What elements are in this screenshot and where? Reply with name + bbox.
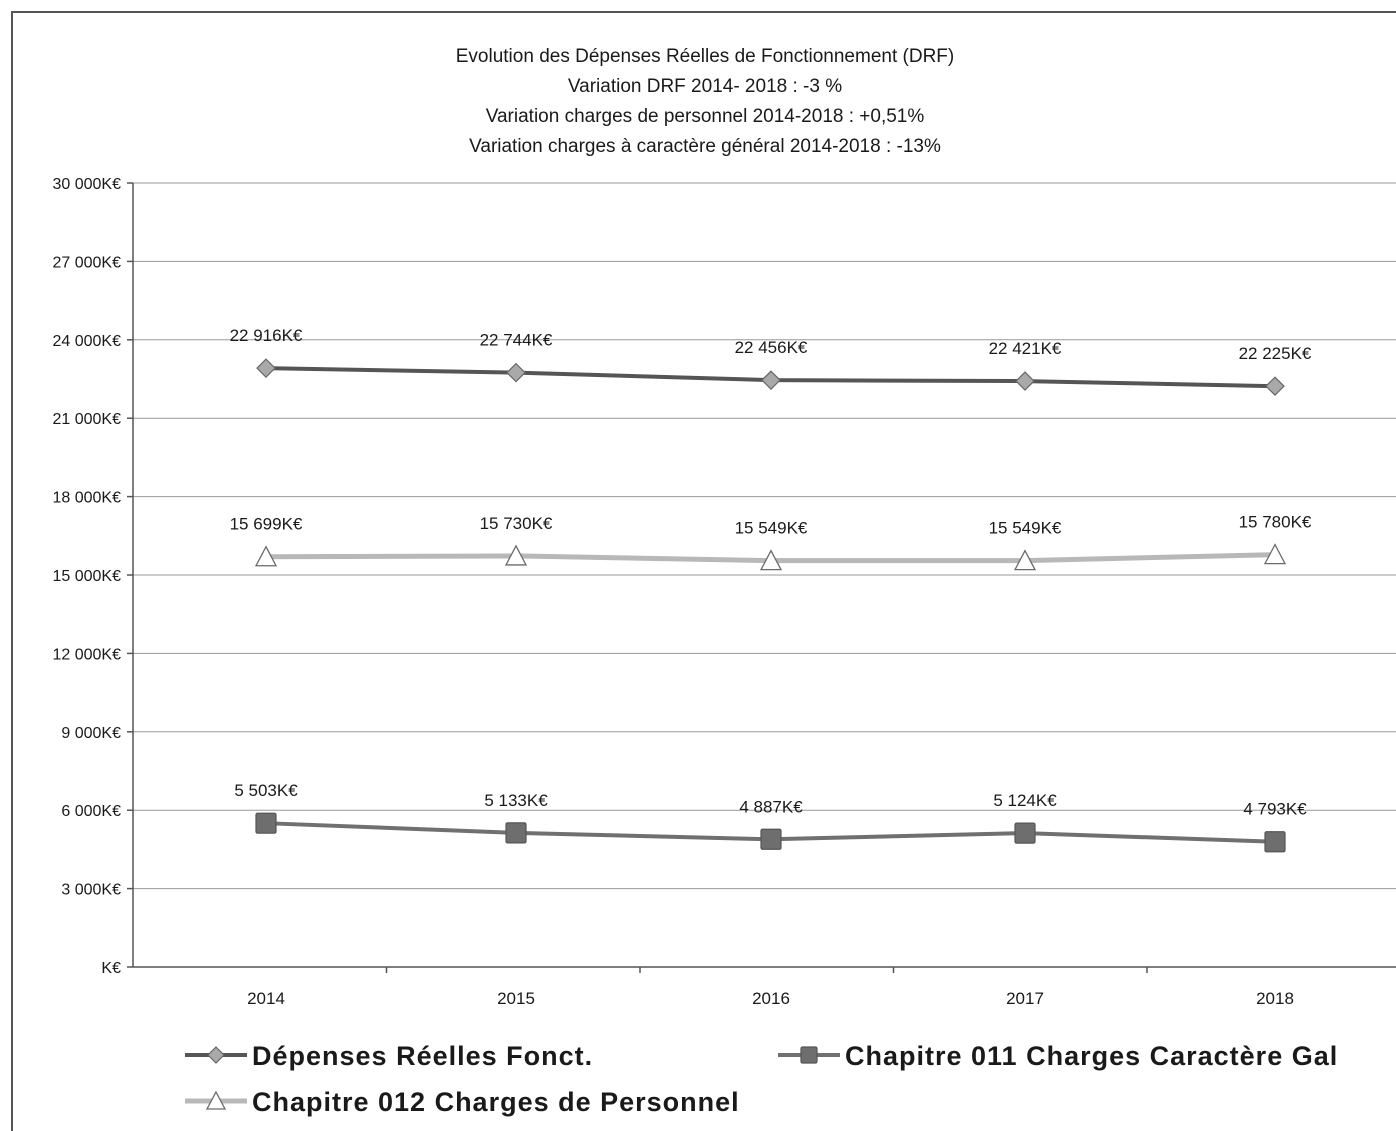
data-point-diamond xyxy=(1266,377,1284,395)
data-point-diamond xyxy=(257,359,275,377)
chart-title: Evolution des Dépenses Réelles de Foncti… xyxy=(456,46,954,157)
x-axis-ticks: 2014 2015 2016 2017 2018 xyxy=(247,967,1294,1008)
legend-label: Dépenses Réelles Fonct. xyxy=(252,1041,593,1071)
legend-item: Dépenses Réelles Fonct. xyxy=(185,1041,593,1071)
data-label: 22 916K€ xyxy=(230,326,303,345)
x-tick-label: 2016 xyxy=(752,989,790,1008)
data-label: 22 456K€ xyxy=(735,338,808,357)
legend-label: Chapitre 011 Charges Caractère Gal xyxy=(845,1041,1338,1071)
data-label: 15 699K€ xyxy=(230,515,303,534)
y-axis-ticks: K€ 3 000K€ 6 000K€ 9 000K€ 12 000K€ 15 000K€ 1… xyxy=(52,176,133,977)
y-tick-label: 6 000K€ xyxy=(61,803,121,820)
y-tick-label: 12 000K€ xyxy=(52,646,121,663)
x-tick-label: 2017 xyxy=(1006,989,1044,1008)
data-label: 5 133K€ xyxy=(484,791,548,810)
data-label: 15 730K€ xyxy=(480,514,553,533)
y-tick-label: 3 000K€ xyxy=(61,882,121,899)
y-tick-label: 9 000K€ xyxy=(61,725,121,742)
data-point-square xyxy=(761,829,781,849)
data-label: 15 549K€ xyxy=(989,519,1062,538)
series-diamond: 22 916K€ 22 744K€ 22 456K€ 22 421K€ 22 225K€ xyxy=(230,326,1312,395)
y-tick-label: K€ xyxy=(101,960,121,977)
chart-subtitle-line: Variation charges de personnel 2014-2018… xyxy=(486,106,925,127)
data-point-diamond xyxy=(762,371,780,389)
data-point-square xyxy=(506,823,526,843)
data-label: 4 793K€ xyxy=(1243,800,1307,819)
data-label: 4 887K€ xyxy=(739,797,803,816)
data-label: 22 225K€ xyxy=(1239,344,1312,363)
legend-label: Chapitre 012 Charges de Personnel xyxy=(252,1087,740,1117)
y-tick-label: 27 000K€ xyxy=(52,254,121,271)
y-tick-label: 15 000K€ xyxy=(52,568,121,585)
data-point-square xyxy=(256,813,276,833)
chart-subtitle-line: Variation charges à caractère général 20… xyxy=(469,136,941,157)
legend: Dépenses Réelles Fonct. Chapitre 011 Char… xyxy=(185,1041,1338,1117)
legend-item: Chapitre 011 Charges Caractère Gal xyxy=(778,1041,1338,1071)
data-point-diamond xyxy=(507,364,525,382)
data-label: 15 780K€ xyxy=(1239,513,1312,532)
x-tick-label: 2018 xyxy=(1256,989,1294,1008)
legend-item: Chapitre 012 Charges de Personnel xyxy=(185,1087,740,1117)
chart-subtitle-line: Variation DRF 2014- 2018 : -3 % xyxy=(568,76,842,97)
data-point-square xyxy=(1015,823,1035,843)
data-label: 15 549K€ xyxy=(735,519,808,538)
data-label: 5 124K€ xyxy=(993,791,1057,810)
series-group: 22 916K€ 22 744K€ 22 456K€ 22 421K€ 22 225K€… xyxy=(230,326,1312,852)
y-tick-label: 18 000K€ xyxy=(52,490,121,507)
data-label: 22 744K€ xyxy=(480,331,553,350)
y-tick-label: 24 000K€ xyxy=(52,333,121,350)
y-tick-label: 30 000K€ xyxy=(52,176,121,193)
chart-title-line: Evolution des Dépenses Réelles de Foncti… xyxy=(456,46,954,67)
data-point-square xyxy=(1265,832,1285,852)
series-square: 5 503K€ 5 133K€ 4 887K€ 5 124K€ 4 793K€ xyxy=(234,781,1307,852)
x-tick-label: 2014 xyxy=(247,989,285,1008)
data-point-diamond xyxy=(208,1047,224,1063)
y-tick-label: 21 000K€ xyxy=(52,411,121,428)
x-tick-label: 2015 xyxy=(497,989,535,1008)
series-triangle: 15 699K€ 15 730K€ 15 549K€ 15 549K€ 15 780K€ xyxy=(230,513,1312,570)
data-label: 5 503K€ xyxy=(234,781,298,800)
data-point-square xyxy=(801,1047,817,1063)
data-point-diamond xyxy=(1016,372,1034,390)
data-label: 22 421K€ xyxy=(989,339,1062,358)
